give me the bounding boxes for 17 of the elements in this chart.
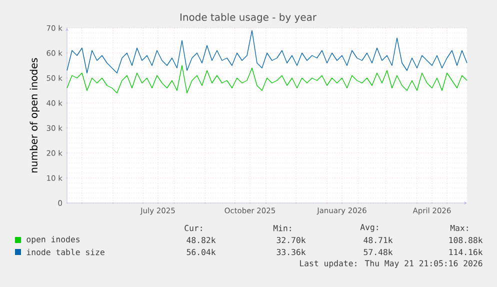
text: 108.88k bbox=[449, 236, 483, 244]
text: Last update: Thu May 21 21:05:16 2026 bbox=[300, 260, 482, 268]
y-axis-title: number of open inodes bbox=[30, 58, 40, 172]
text: Cur: bbox=[184, 224, 202, 232]
text: 48.82k bbox=[186, 236, 216, 244]
text: Avg: bbox=[360, 224, 378, 232]
text: 32.70k bbox=[276, 236, 306, 244]
text: 56.04k bbox=[186, 248, 216, 256]
text: 48.71k bbox=[364, 236, 393, 244]
text: Min: bbox=[273, 224, 291, 232]
legend-label: open inodes bbox=[26, 236, 80, 244]
text: 57.48k bbox=[364, 248, 393, 256]
text: 33.36k bbox=[276, 248, 306, 256]
chart-title: Inode table usage - by year bbox=[180, 13, 317, 23]
legend-label: inode table size bbox=[26, 248, 104, 256]
text: 114.16k bbox=[449, 248, 483, 256]
text: Max: bbox=[450, 224, 468, 232]
